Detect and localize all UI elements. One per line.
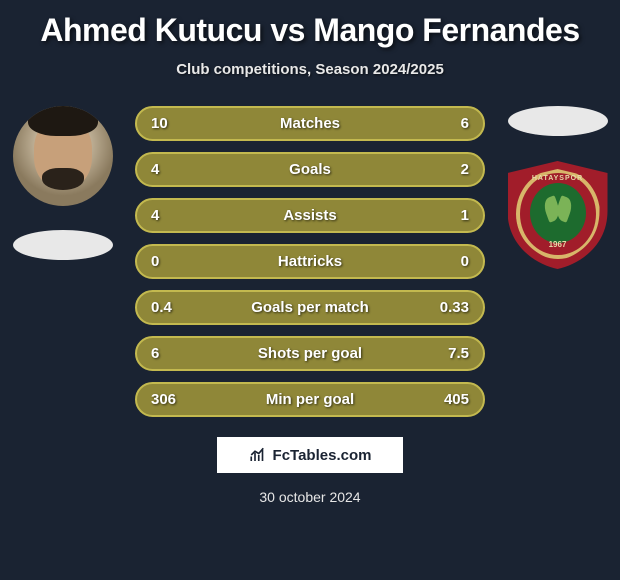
stat-label: Assists xyxy=(283,207,336,224)
stat-label: Hattricks xyxy=(278,253,342,270)
footer-date: 30 october 2024 xyxy=(0,489,620,505)
stat-left-value: 4 xyxy=(151,161,199,178)
stat-row: 10 Matches 6 xyxy=(135,106,485,141)
stat-right-value: 405 xyxy=(421,391,469,408)
stat-left-value: 306 xyxy=(151,391,199,408)
stat-row: 306 Min per goal 405 xyxy=(135,382,485,417)
right-club-shield: HATAYSPOR 1967 xyxy=(503,160,613,270)
left-player-avatar xyxy=(13,106,113,206)
stat-left-value: 4 xyxy=(151,207,199,224)
stat-right-value: 6 xyxy=(421,115,469,132)
stat-left-value: 10 xyxy=(151,115,199,132)
stat-row: 6 Shots per goal 7.5 xyxy=(135,336,485,371)
subtitle: Club competitions, Season 2024/2025 xyxy=(0,61,620,78)
stats-bars: 10 Matches 6 4 Goals 2 4 Assists 1 0 Hat… xyxy=(135,106,485,417)
stat-right-value: 0 xyxy=(421,253,469,270)
left-club-badge xyxy=(13,230,113,260)
stat-row: 0.4 Goals per match 0.33 xyxy=(135,290,485,325)
shield-shape: HATAYSPOR 1967 xyxy=(508,161,608,269)
right-player-column: HATAYSPOR 1967 xyxy=(505,106,610,270)
shield-year: 1967 xyxy=(508,240,608,249)
stat-left-value: 0.4 xyxy=(151,299,199,316)
stat-label: Goals per match xyxy=(251,299,369,316)
shield-text: HATAYSPOR xyxy=(508,175,608,182)
left-player-column xyxy=(10,106,115,260)
stat-right-value: 2 xyxy=(421,161,469,178)
stat-row: 4 Goals 2 xyxy=(135,152,485,187)
chart-icon xyxy=(249,446,267,464)
stat-label: Min per goal xyxy=(266,391,354,408)
stat-left-value: 0 xyxy=(151,253,199,270)
stat-right-value: 0.33 xyxy=(421,299,469,316)
stat-label: Matches xyxy=(280,115,340,132)
site-name: FcTables.com xyxy=(273,447,372,464)
comparison-panel: 10 Matches 6 4 Goals 2 4 Assists 1 0 Hat… xyxy=(0,106,620,417)
site-watermark: FcTables.com xyxy=(215,435,405,475)
stat-label: Shots per goal xyxy=(258,345,362,362)
leaf-icon xyxy=(543,195,573,225)
page-title: Ahmed Kutucu vs Mango Fernandes xyxy=(0,0,620,49)
stat-left-value: 6 xyxy=(151,345,199,362)
right-club-badge xyxy=(508,106,608,136)
stat-right-value: 1 xyxy=(421,207,469,224)
avatar-face-shape xyxy=(34,116,92,188)
stat-row: 4 Assists 1 xyxy=(135,198,485,233)
stat-row: 0 Hattricks 0 xyxy=(135,244,485,279)
stat-label: Goals xyxy=(289,161,331,178)
stat-right-value: 7.5 xyxy=(421,345,469,362)
